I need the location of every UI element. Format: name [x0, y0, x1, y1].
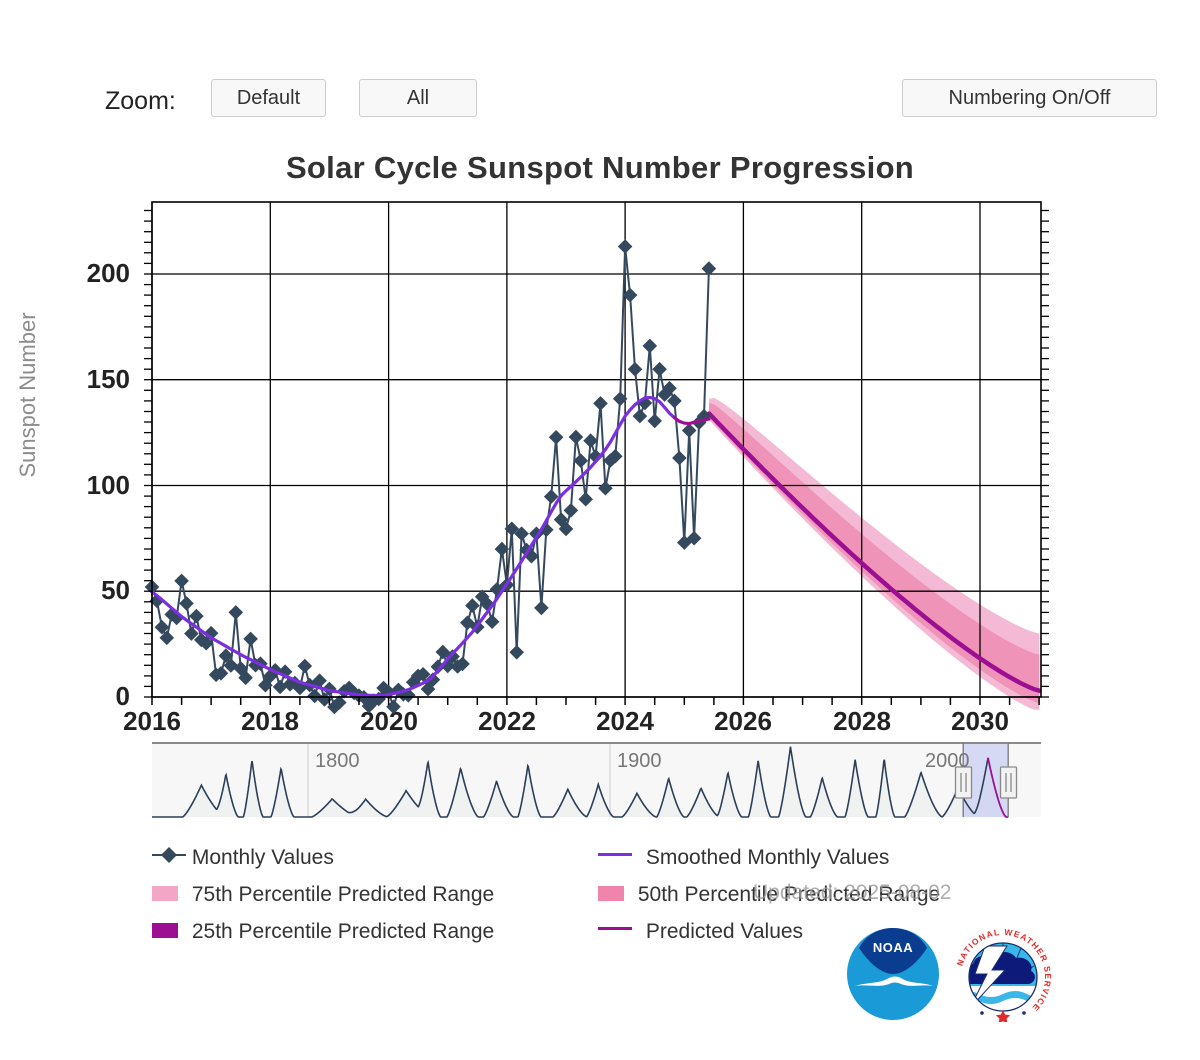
svg-text:NOAA: NOAA [873, 940, 913, 955]
